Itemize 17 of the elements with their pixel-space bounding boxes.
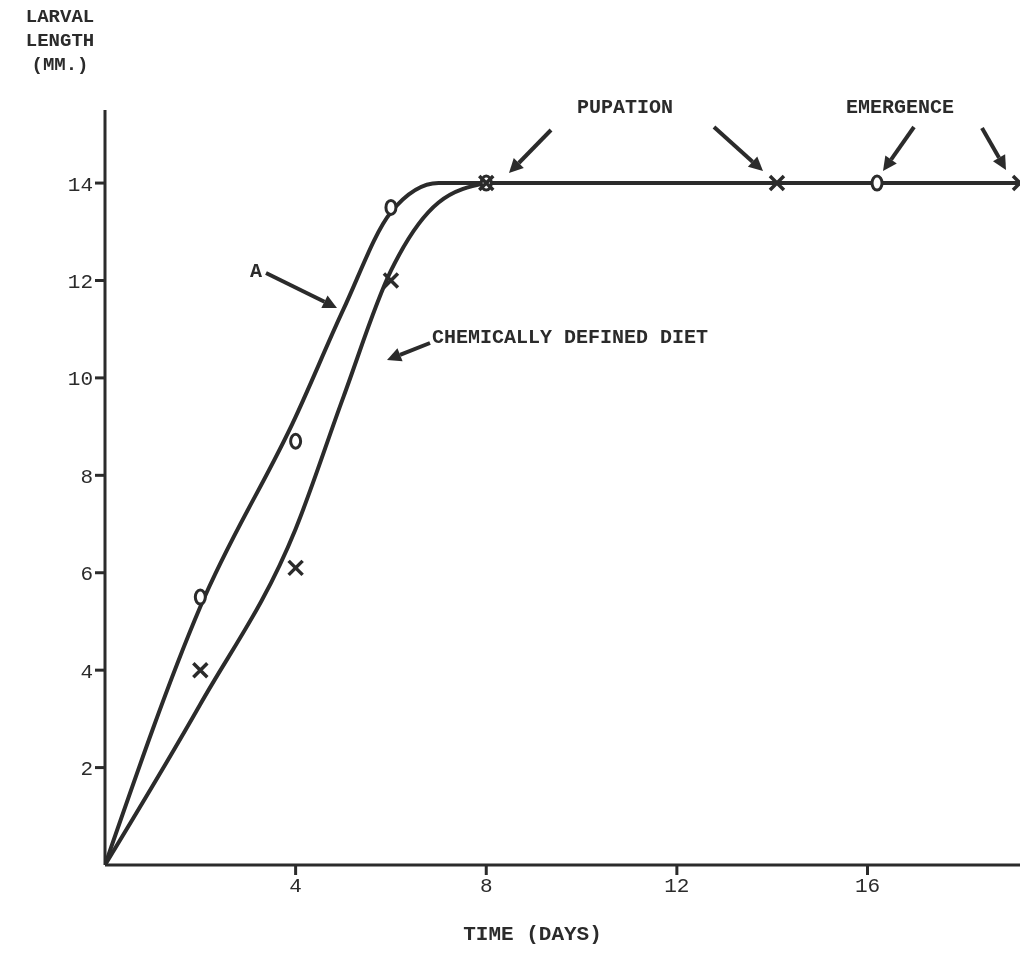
annotation: EMERGENCE [845, 96, 955, 120]
y-tick-label: 4 [80, 660, 93, 684]
y-tick-label: 14 [67, 173, 93, 197]
y-tick-label: 10 [67, 368, 93, 392]
x-tick-label: 12 [664, 874, 690, 898]
x-axis-title: TIME (DAYS) [463, 923, 602, 946]
annotation: PUPATION [576, 96, 674, 120]
y-tick-label: 12 [67, 270, 93, 294]
x-tick-label: 8 [479, 874, 493, 898]
x-tick-label: 4 [289, 874, 302, 898]
annotation: A [249, 260, 262, 284]
y-axis-title: LARVAL LENGTH (MM.) [25, 6, 95, 76]
y-tick-label: 8 [80, 465, 93, 489]
x-tick-label: 16 [854, 874, 881, 898]
y-tick-label: 2 [80, 758, 93, 782]
y-tick-label: 6 [80, 563, 93, 587]
annotation: CHEMICALLY DEFINED DIET [432, 326, 709, 350]
